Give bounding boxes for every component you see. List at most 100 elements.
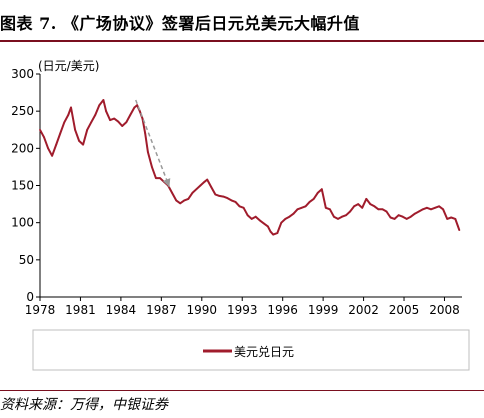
data-point [438,205,440,208]
data-point [373,205,376,208]
data-point [385,210,388,213]
chart-title: 图表 7. 《广场协议》签署后日元兑美元大幅升值 [0,14,360,33]
data-point [129,114,132,116]
data-point [292,212,295,215]
data-point [454,218,457,220]
data-point [55,143,58,146]
data-point [250,218,253,220]
data-point [151,166,153,168]
footer-divider [0,390,484,391]
data-point [365,198,368,200]
data-point [442,208,444,211]
data-point [284,218,287,220]
data-point [329,208,331,211]
data-point [125,121,128,124]
data-point [401,215,404,218]
data-point [254,215,257,218]
data-point [159,177,161,180]
data-point [183,199,186,202]
y-tick-label: 100 [11,216,34,230]
data-point [397,214,400,217]
x-tick-label: 2002 [348,303,379,317]
data-point [144,132,147,135]
data-point [345,214,347,217]
data-point [405,218,408,220]
x-tick-label: 1999 [308,303,339,317]
x-tick-label: 1984 [106,303,137,317]
data-point [269,230,272,233]
data-point [300,206,303,209]
data-point [191,192,194,194]
data-point [63,121,66,124]
x-tick-label: 2005 [389,303,420,317]
data-point [51,154,53,157]
data-point [136,104,139,107]
legend-label: 美元兑日元 [234,345,294,359]
x-axis: 1978 1981 1984 1987 1990 1993 1996 1999 2002 2005… [25,296,462,317]
data-point [413,212,416,215]
data-point [171,192,174,194]
x-tick-label: 2008 [429,303,460,317]
data-point [133,106,136,109]
series-line-美元兑日元 [39,99,461,236]
data-point [226,197,229,200]
data-point [296,208,299,211]
data-point [324,206,327,209]
data-point [70,106,72,109]
data-point [418,210,420,213]
data-point [105,110,107,113]
data-point [98,104,101,107]
data-point [230,199,233,202]
source-note: 资料来源：万得，中银证券 [0,397,168,413]
data-point [246,214,249,217]
data-point [179,202,182,205]
x-tick-label: 1987 [146,303,177,317]
data-point [262,222,265,225]
legend: 美元兑日元 [32,329,470,371]
data-point [258,219,261,222]
data-point [426,206,428,209]
data-point [214,193,217,196]
y-tick-label: 0 [26,290,34,304]
data-point [113,117,116,120]
data-point [349,210,351,213]
data-point [272,233,275,236]
y-tick-label: 300 [11,67,34,81]
data-point [78,140,80,142]
data-point [267,225,269,228]
data-point [195,188,198,191]
data-point [450,216,453,219]
data-point [393,218,396,220]
data-point [308,201,311,203]
data-point [369,203,372,206]
plot-area [39,99,461,236]
data-point [147,151,149,153]
data-point [203,180,206,183]
data-point [117,120,120,123]
data-point [206,178,209,181]
trend-arrow-head [162,178,171,187]
x-tick-label: 1993 [227,303,258,317]
data-point [94,114,97,116]
y-tick-label: 50 [19,253,34,267]
y-axis: 0 50 100 150 200 250 300 [11,67,41,304]
legend-box [32,329,470,371]
data-point [446,218,449,220]
data-point [304,205,307,208]
data-point [280,221,283,224]
x-tick-label: 1978 [25,303,56,317]
title-divider [0,40,484,42]
data-point [43,136,45,139]
data-point [218,195,221,197]
data-point [90,121,93,124]
data-point [276,232,279,235]
data-point [242,206,245,209]
data-point [187,198,190,200]
data-point [377,208,380,211]
data-point [458,229,461,232]
data-point [457,225,459,228]
data-point [47,147,49,150]
x-tick-label: 1981 [65,303,96,317]
data-point [138,110,141,113]
